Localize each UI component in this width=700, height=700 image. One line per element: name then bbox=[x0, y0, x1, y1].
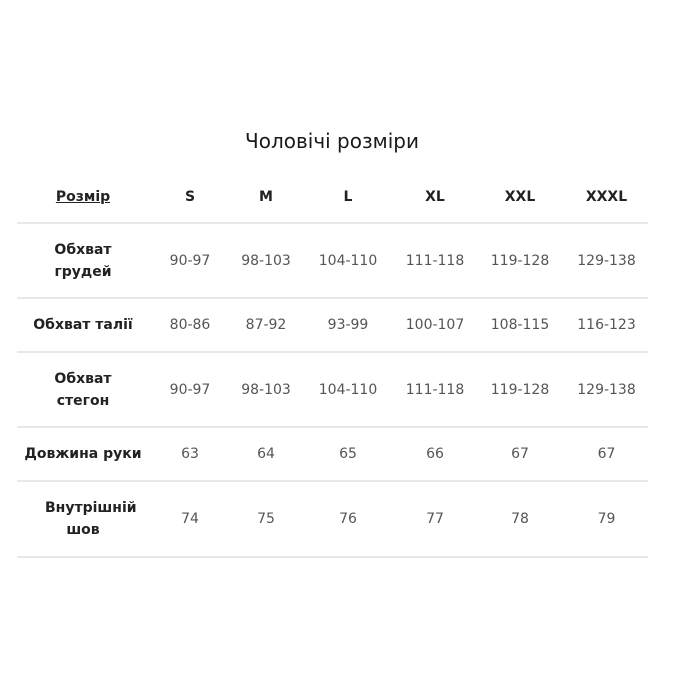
size-header-label[interactable]: Розмір bbox=[55, 189, 111, 205]
table-row: Довжина руки 63 64 65 66 67 67 bbox=[17, 426, 648, 481]
table-cell: 65 bbox=[301, 426, 395, 481]
table-cell: 116-123 bbox=[565, 297, 648, 352]
table-row: Обхват талії 80-86 87-92 93-99 100-107 108-11… bbox=[17, 297, 648, 352]
table-cell: 104-110 bbox=[301, 351, 395, 427]
table-cell: 74 bbox=[149, 480, 231, 558]
row-label: Обхват грудей bbox=[17, 222, 149, 298]
table-cell: 67 bbox=[565, 426, 648, 481]
size-column-header: XL bbox=[425, 189, 445, 205]
table-cell: 111-118 bbox=[395, 351, 475, 427]
row-label: Обхват талії bbox=[17, 297, 149, 352]
table-cell: 129-138 bbox=[565, 351, 648, 427]
size-column-header: XXL bbox=[504, 189, 536, 205]
row-label: Внутрішній шов bbox=[17, 480, 149, 558]
table-cell: 119-128 bbox=[475, 222, 565, 298]
row-label: Довжина руки bbox=[17, 426, 149, 481]
table-cell: 77 bbox=[395, 480, 475, 558]
table-cell: 129-138 bbox=[565, 222, 648, 298]
table-cell: 98-103 bbox=[231, 222, 301, 298]
table-cell: 76 bbox=[301, 480, 395, 558]
table-cell: 66 bbox=[395, 426, 475, 481]
table-cell: 63 bbox=[149, 426, 231, 481]
size-column-header: XXXL bbox=[585, 189, 628, 205]
size-column-header: L bbox=[343, 189, 353, 205]
table-cell: 75 bbox=[231, 480, 301, 558]
table-cell: 90-97 bbox=[149, 222, 231, 298]
table-cell: 111-118 bbox=[395, 222, 475, 298]
table-row: Внутрішній шов 74 75 76 77 78 79 bbox=[17, 480, 648, 558]
table-cell: 78 bbox=[475, 480, 565, 558]
size-column-header: M bbox=[259, 189, 273, 205]
table-cell: 87-92 bbox=[231, 297, 301, 352]
table-cell: 104-110 bbox=[301, 222, 395, 298]
table-cell: 119-128 bbox=[475, 351, 565, 427]
table-cell: 100-107 bbox=[395, 297, 475, 352]
table-cell: 98-103 bbox=[231, 351, 301, 427]
size-column-header: S bbox=[184, 189, 196, 205]
header-row: Розмір S M L XL XXL XXXL bbox=[17, 172, 648, 223]
table-cell: 90-97 bbox=[149, 351, 231, 427]
table-cell: 93-99 bbox=[301, 297, 395, 352]
table-cell: 67 bbox=[475, 426, 565, 481]
size-header-link[interactable]: Розмір bbox=[17, 172, 149, 223]
table-row: Обхват грудей 90-97 98-103 104-110 111-118 11… bbox=[17, 222, 648, 298]
table-cell: 108-115 bbox=[475, 297, 565, 352]
size-chart-table: Розмір S M L XL XXL XXXL Обхват грудей 90-97 98… bbox=[17, 172, 648, 558]
table-cell: 79 bbox=[565, 480, 648, 558]
table-cell: 80-86 bbox=[149, 297, 231, 352]
page-title: Чоловічі розміри bbox=[245, 129, 419, 153]
row-label: Обхват стегон bbox=[17, 351, 149, 427]
table-cell: 64 bbox=[231, 426, 301, 481]
table-row: Обхват стегон 90-97 98-103 104-110 111-118 11… bbox=[17, 351, 648, 427]
